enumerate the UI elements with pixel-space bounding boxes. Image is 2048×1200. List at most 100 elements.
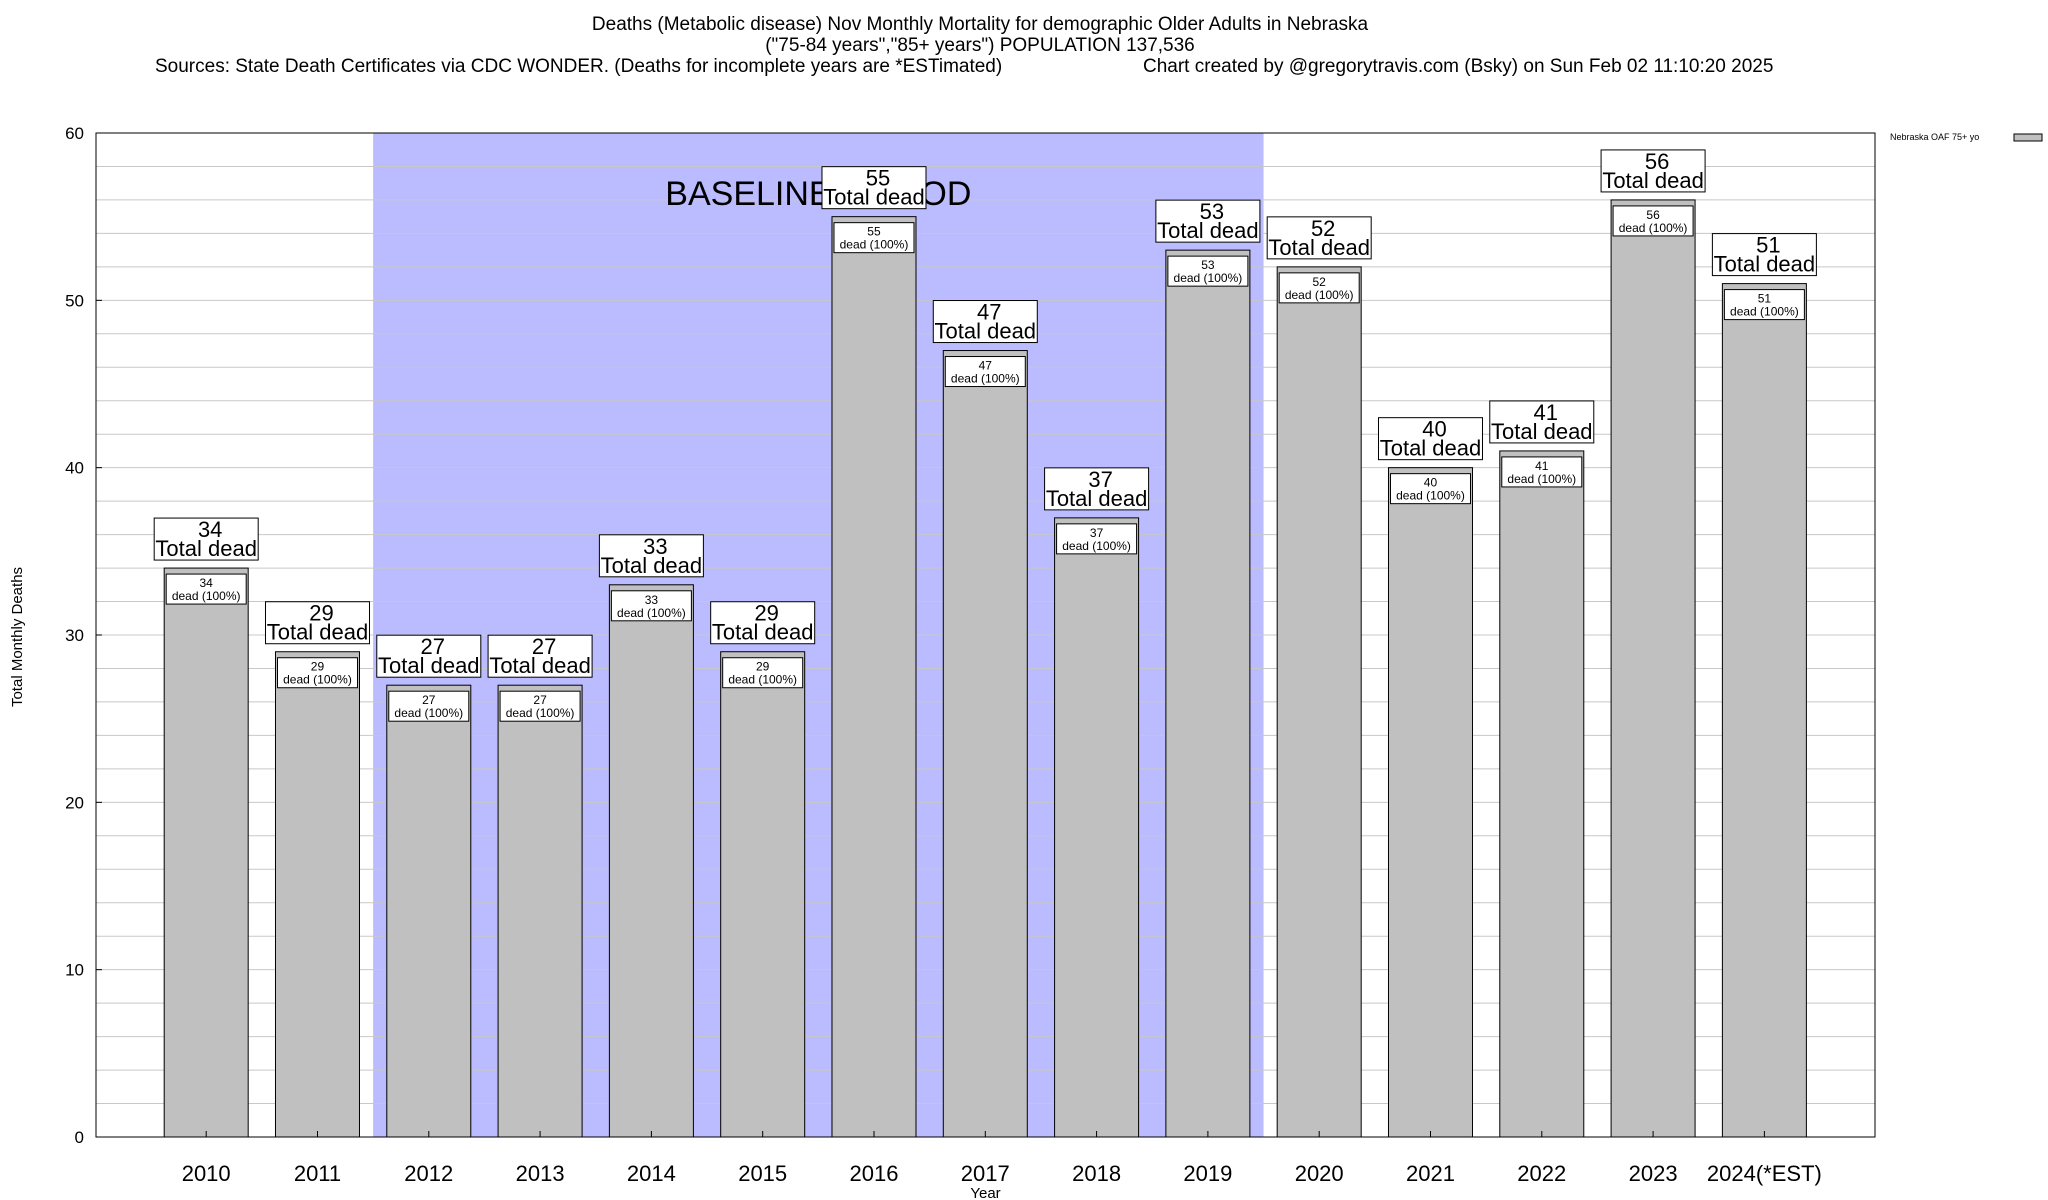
x-tick-label: 2022 xyxy=(1517,1161,1566,1186)
bar-inner-label-box xyxy=(1056,523,1138,555)
bar-inner-label-box xyxy=(1501,456,1583,488)
bar-inner-value: 27 xyxy=(533,693,547,707)
bar-inner-dead-label: dead (100%) xyxy=(617,606,686,620)
bar-total-label-box xyxy=(376,634,482,678)
bar-total-value: 53 xyxy=(1200,199,1224,224)
bar-inner-label-box xyxy=(944,356,1026,388)
bar-inner-dead-label: dead (100%) xyxy=(283,673,352,687)
bar-total-label: Total dead xyxy=(1380,436,1482,461)
bar-total-value: 56 xyxy=(1645,149,1669,174)
bar-inner-dead-label: dead (100%) xyxy=(840,238,909,252)
bar-inner-label-box xyxy=(499,690,581,722)
bar-inner-value: 29 xyxy=(756,660,770,674)
x-tick-label: 2019 xyxy=(1183,1161,1232,1186)
legend-swatch xyxy=(2013,133,2043,142)
bar-total-label-box xyxy=(487,634,593,678)
bar-inner-value: 55 xyxy=(867,225,881,239)
bar-inner-value: 53 xyxy=(1201,258,1215,272)
bar-total-label: Total dead xyxy=(601,553,703,578)
bar-total-value: 47 xyxy=(977,300,1001,325)
bar-total-label-box xyxy=(1044,467,1150,511)
bar-total-label-box xyxy=(1377,417,1483,461)
bar-total-label: Total dead xyxy=(1491,419,1593,444)
bar-total-value: 27 xyxy=(421,634,445,659)
bar-total-value: 55 xyxy=(866,166,890,191)
bar-total-label-box xyxy=(264,601,370,645)
bar-inner-dead-label: dead (100%) xyxy=(728,673,797,687)
y-tick-label: 40 xyxy=(65,459,84,478)
bar xyxy=(497,684,583,1138)
bar-inner-dead-label: dead (100%) xyxy=(1730,305,1799,319)
bar-inner-dead-label: dead (100%) xyxy=(1507,472,1576,486)
x-tick-label: 2015 xyxy=(738,1161,787,1186)
bar-inner-label-box xyxy=(1278,272,1360,304)
x-tick-label: 2010 xyxy=(182,1161,231,1186)
bar xyxy=(942,350,1028,1138)
chart-subtitle: ("75-84 years","85+ years") POPULATION 1… xyxy=(765,35,1195,56)
bar-inner-value: 41 xyxy=(1535,459,1549,473)
bar-total-label-box xyxy=(710,601,816,645)
bar xyxy=(274,651,360,1138)
bar-total-value: 33 xyxy=(643,534,667,559)
bar-total-label-box xyxy=(598,534,704,578)
bar xyxy=(163,567,249,1138)
bar-inner-dead-label: dead (100%) xyxy=(1174,271,1243,285)
bar-inner-value: 52 xyxy=(1313,275,1327,289)
x-axis-label: Year xyxy=(970,1185,1000,1200)
bar xyxy=(1499,450,1585,1138)
bar xyxy=(1276,266,1362,1138)
bar-inner-value: 56 xyxy=(1646,208,1660,222)
x-tick-label: 2018 xyxy=(1072,1161,1121,1186)
bar-total-label-box xyxy=(1711,233,1817,277)
y-tick-label: 10 xyxy=(65,961,84,980)
bar xyxy=(386,684,472,1138)
x-tick-label: 2013 xyxy=(516,1161,565,1186)
bar-total-value: 40 xyxy=(1422,417,1446,442)
x-tick-label: 2014 xyxy=(627,1161,676,1186)
bar-total-label: Total dead xyxy=(712,620,814,645)
bar-total-label: Total dead xyxy=(1714,252,1816,277)
bar-inner-dead-label: dead (100%) xyxy=(1285,288,1354,302)
bar-inner-value: 27 xyxy=(422,693,436,707)
bar-total-value: 29 xyxy=(309,601,333,626)
bar xyxy=(1054,517,1140,1138)
bar-inner-dead-label: dead (100%) xyxy=(951,372,1020,386)
bar-total-label: Total dead xyxy=(1157,218,1259,243)
bar-inner-label-box xyxy=(1612,205,1694,237)
chart-credit: Chart created by @gregorytravis.com (Bsk… xyxy=(1143,56,1773,77)
x-tick-label: 2017 xyxy=(961,1161,1010,1186)
bar xyxy=(1165,249,1251,1138)
bar-inner-label-box xyxy=(1389,473,1471,505)
bar-inner-value: 47 xyxy=(979,359,993,373)
bar-total-value: 27 xyxy=(532,634,556,659)
y-tick-label: 0 xyxy=(75,1128,84,1147)
bar-inner-label-box xyxy=(610,590,692,622)
x-tick-label: 2024(*EST) xyxy=(1707,1161,1822,1186)
bar-inner-label-box xyxy=(165,573,247,605)
chart-title-group: Deaths (Metabolic disease) Nov Monthly M… xyxy=(155,14,1773,77)
bar-total-label: Total dead xyxy=(1046,486,1148,511)
x-tick-label: 2021 xyxy=(1406,1161,1455,1186)
bar-inner-dead-label: dead (100%) xyxy=(172,589,241,603)
bar-total-label: Total dead xyxy=(1268,235,1370,260)
bar-inner-dead-label: dead (100%) xyxy=(1396,489,1465,503)
bar-total-label-box xyxy=(153,517,259,561)
bar xyxy=(1610,199,1696,1138)
bar xyxy=(1721,283,1807,1138)
bar-inner-label-box xyxy=(1167,255,1249,287)
legend-label: Nebraska OAF 75+ yo xyxy=(1890,132,1979,142)
bar-total-label: Total dead xyxy=(823,185,925,210)
bar xyxy=(608,584,694,1138)
y-axis-label: Total Monthly Deaths xyxy=(9,567,26,707)
x-tick-label: 2012 xyxy=(404,1161,453,1186)
bar-inner-label-box xyxy=(276,657,358,689)
bar-total-label-box xyxy=(932,300,1038,344)
bar xyxy=(1387,467,1473,1138)
bar-inner-value: 40 xyxy=(1424,476,1438,490)
bar-total-label-box xyxy=(821,166,927,210)
bar-total-label-box xyxy=(1600,149,1706,193)
chart-title: Deaths (Metabolic disease) Nov Monthly M… xyxy=(592,14,1369,35)
bar-inner-label-box xyxy=(1723,289,1805,321)
bar-inner-value: 51 xyxy=(1758,292,1772,306)
